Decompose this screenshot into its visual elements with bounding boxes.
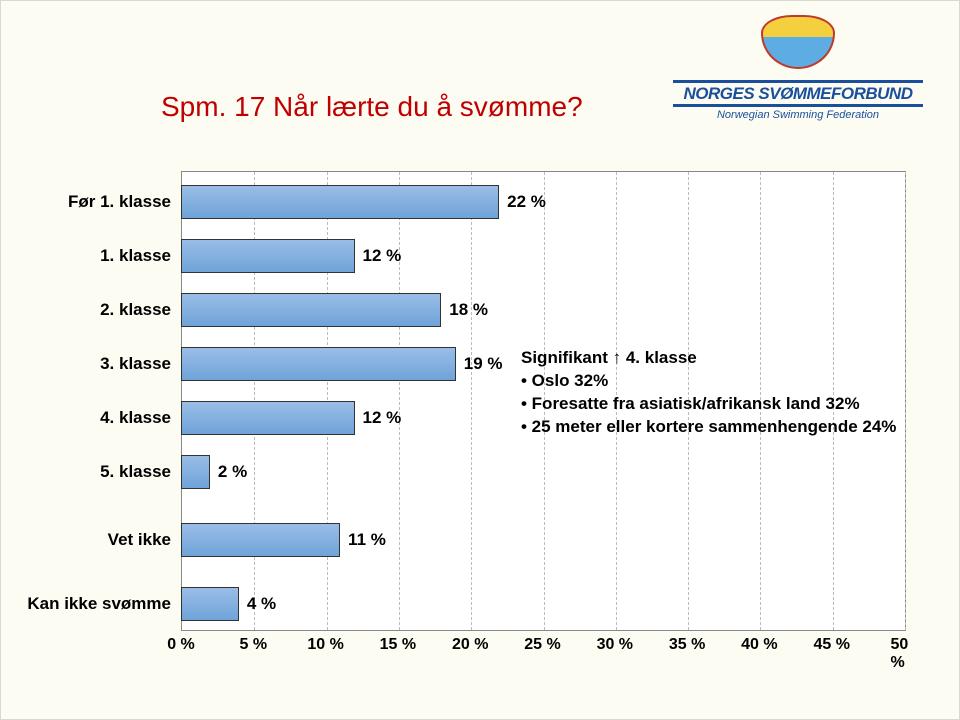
logo-main-text: NORGES SVØMMEFORBUND bbox=[673, 80, 923, 107]
x-axis-tick: 40 % bbox=[741, 636, 777, 654]
bar bbox=[181, 587, 239, 621]
bar-value-label: 4 % bbox=[247, 594, 276, 614]
bar bbox=[181, 401, 355, 435]
annotation-heading: Signifikant ↑ 4. klasse bbox=[521, 347, 921, 370]
bar-value-label: 12 % bbox=[363, 246, 402, 266]
bar bbox=[181, 185, 499, 219]
bar bbox=[181, 523, 340, 557]
x-axis-tick: 15 % bbox=[380, 636, 416, 654]
category-label: Vet ikke bbox=[21, 530, 179, 550]
x-axis-tick: 35 % bbox=[669, 636, 705, 654]
x-axis-tick: 0 % bbox=[167, 636, 195, 654]
x-axis-tick: 20 % bbox=[452, 636, 488, 654]
x-axis-tick: 25 % bbox=[524, 636, 560, 654]
bar-chart: Før 1. klasse 22 % 1. klasse 12 % 2. klasse 1… bbox=[21, 171, 931, 691]
chart-title: Spm. 17 Når lærte du å svømme? bbox=[161, 91, 661, 123]
bar bbox=[181, 455, 210, 489]
bar-row: 1. klasse 12 % bbox=[21, 239, 931, 273]
bar-row: 2. klasse 18 % bbox=[21, 293, 931, 327]
logo-sub-text: Norwegian Swimming Federation bbox=[673, 109, 923, 121]
annotation-line: • Oslo 32% bbox=[521, 370, 921, 393]
up-arrow-icon: ↑ bbox=[613, 348, 622, 367]
bar-value-label: 11 % bbox=[348, 530, 386, 550]
x-axis-tick: 30 % bbox=[597, 636, 633, 654]
category-label: 4. klasse bbox=[21, 408, 179, 428]
bar-value-label: 19 % bbox=[464, 354, 503, 374]
bar bbox=[181, 239, 355, 273]
logo-emblem bbox=[761, 15, 835, 69]
x-axis-tick: 45 % bbox=[813, 636, 849, 654]
category-label: 5. klasse bbox=[21, 462, 179, 482]
bar-row: 5. klasse 2 % bbox=[21, 455, 931, 489]
category-label: 3. klasse bbox=[21, 354, 179, 374]
x-axis-tick: 10 % bbox=[307, 636, 343, 654]
slide: Spm. 17 Når lærte du å svømme? NORGES SV… bbox=[0, 0, 960, 720]
x-axis-tick: 50 % bbox=[891, 636, 918, 672]
annotation-line: • 25 meter eller kortere sammenhengende … bbox=[521, 416, 921, 439]
category-label: Før 1. klasse bbox=[21, 192, 179, 212]
bar-value-label: 22 % bbox=[507, 192, 546, 212]
annotation-box: Signifikant ↑ 4. klasse• Oslo 32%• Fores… bbox=[521, 347, 921, 439]
bar-row: Før 1. klasse 22 % bbox=[21, 185, 931, 219]
category-label: 2. klasse bbox=[21, 300, 179, 320]
bar bbox=[181, 347, 456, 381]
annotation-heading-suffix: 4. klasse bbox=[621, 348, 697, 367]
annotation-line: • Foresatte fra asiatisk/afrikansk land … bbox=[521, 393, 921, 416]
x-axis-tick: 5 % bbox=[240, 636, 268, 654]
bar-value-label: 12 % bbox=[363, 408, 402, 428]
bar bbox=[181, 293, 441, 327]
bar-row: Vet ikke 11 % bbox=[21, 523, 931, 557]
bar-row: Kan ikke svømme 4 % bbox=[21, 587, 931, 621]
bar-value-label: 18 % bbox=[449, 300, 488, 320]
annotation-heading-prefix: Signifikant bbox=[521, 348, 613, 367]
category-label: 1. klasse bbox=[21, 246, 179, 266]
category-label: Kan ikke svømme bbox=[21, 594, 179, 614]
logo-block: NORGES SVØMMEFORBUND Norwegian Swimming … bbox=[673, 15, 923, 121]
bar-value-label: 2 % bbox=[218, 462, 247, 482]
